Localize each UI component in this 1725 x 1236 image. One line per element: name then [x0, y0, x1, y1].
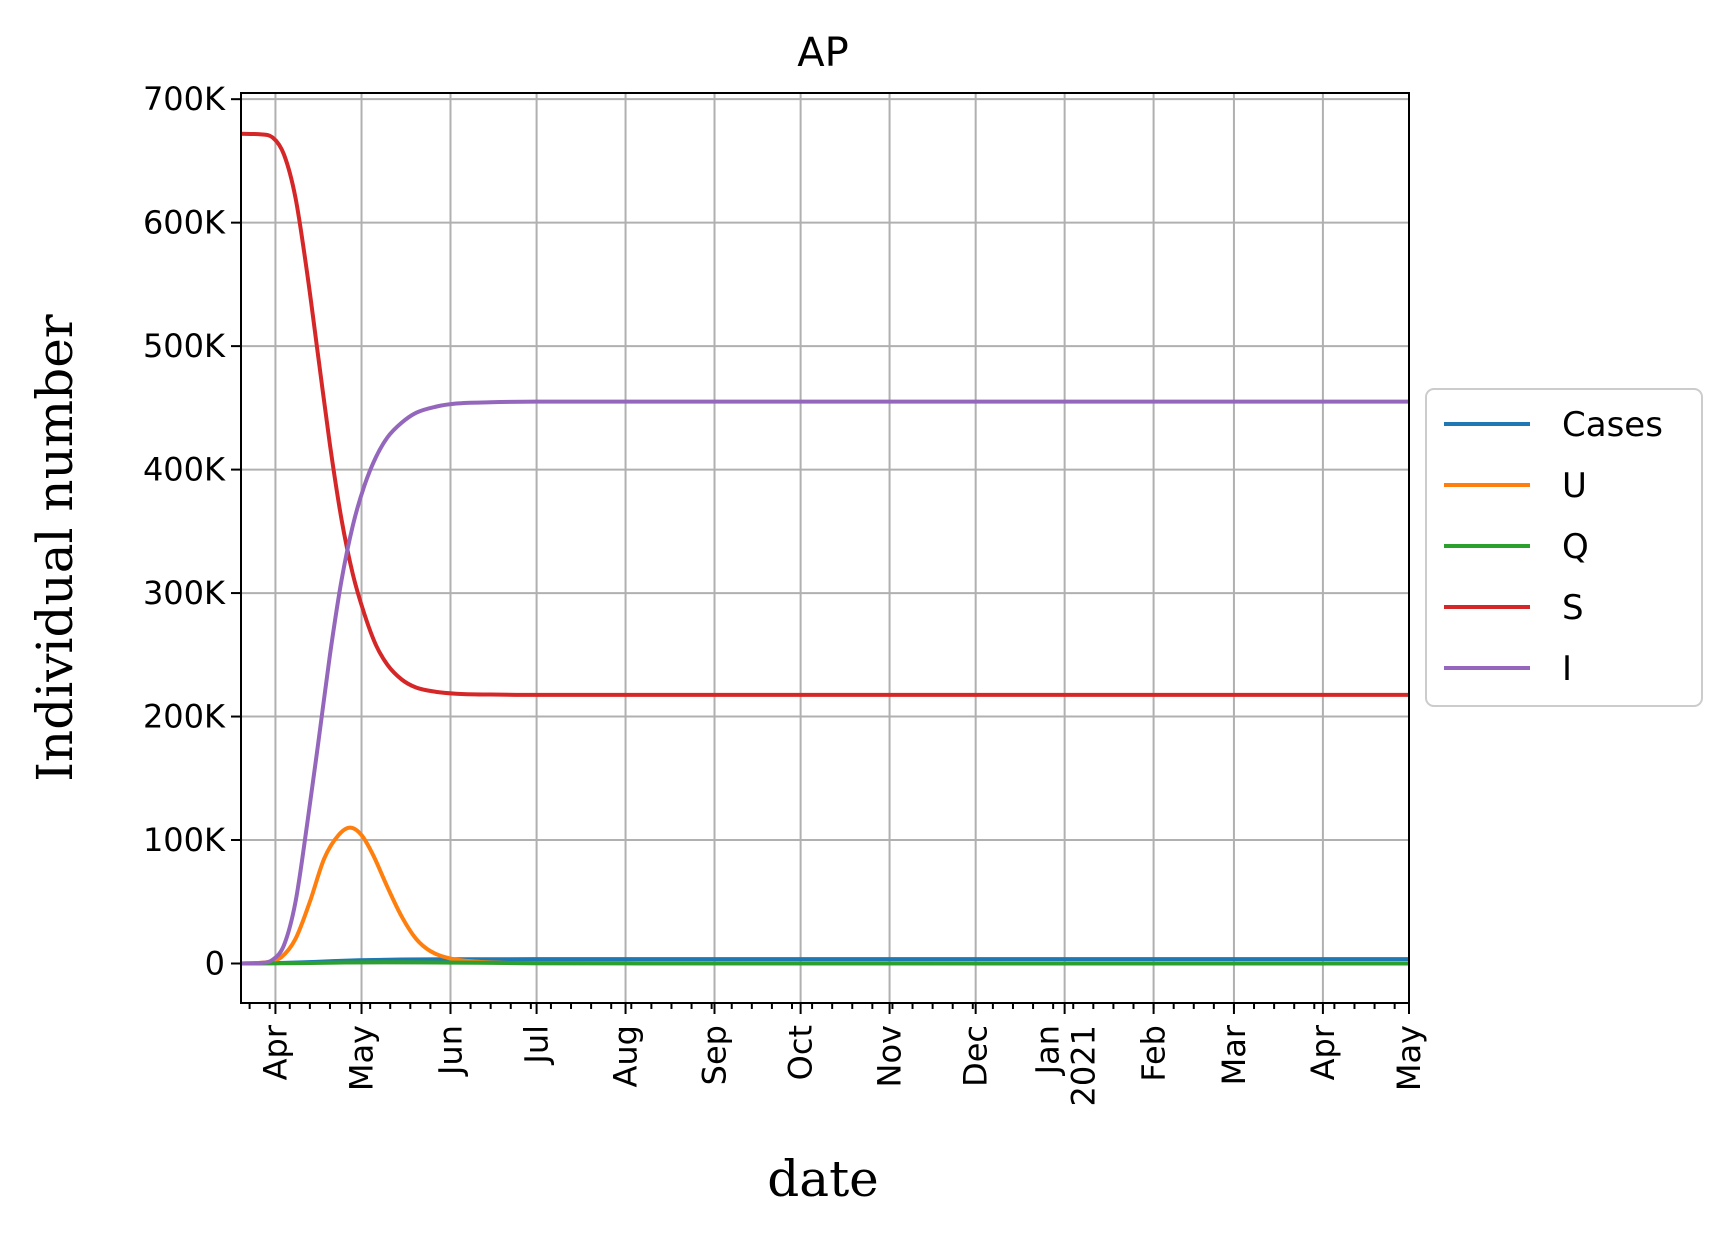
- x-tick-label: Nov: [871, 1025, 909, 1087]
- legend-label: I: [1562, 649, 1572, 689]
- x-tick-label-group: Dec: [957, 1025, 995, 1087]
- y-tick-label: 0: [205, 944, 225, 982]
- plot-frame: [240, 92, 1410, 1004]
- x-tick-label-group: May: [343, 1025, 381, 1091]
- series-line-q: [241, 960, 1409, 966]
- x-tick-label-group: Feb: [1135, 1025, 1173, 1082]
- x-tick-label-group: Apr: [256, 1024, 294, 1080]
- y-tick-label: 500K: [143, 327, 226, 365]
- x-tick-label: Jun: [431, 1025, 469, 1077]
- x-axis-label: date: [767, 1150, 879, 1208]
- y-tick-label: 400K: [143, 451, 226, 489]
- x-tick-label: Feb: [1135, 1025, 1173, 1082]
- x-tick-label-group: Apr: [1304, 1024, 1342, 1080]
- x-tick-label-year: 2021: [1065, 1025, 1103, 1106]
- x-tick-label: Mar: [1215, 1024, 1253, 1085]
- x-tick-label: May: [343, 1025, 381, 1091]
- x-tick-label: Dec: [957, 1025, 995, 1087]
- x-tick-label: Oct: [782, 1025, 820, 1080]
- grid: [241, 93, 1410, 1003]
- legend-label: U: [1562, 466, 1587, 506]
- series-layer: [241, 131, 1409, 966]
- legend-label: S: [1562, 588, 1584, 628]
- y-tick-label: 600K: [143, 204, 226, 242]
- x-tick-label-group: Jul: [518, 1025, 556, 1066]
- x-tick-label-group: Sep: [696, 1025, 734, 1085]
- x-tick-label-group: Aug: [607, 1025, 645, 1087]
- y-tick-label: 300K: [143, 574, 226, 612]
- x-tick-label-group: Mar: [1215, 1024, 1253, 1085]
- x-tick-label-group: May: [1390, 1025, 1428, 1091]
- x-tick-label-group: Nov: [871, 1025, 909, 1087]
- x-tick-label-group: Jun: [431, 1025, 469, 1077]
- y-tick-label: 200K: [143, 698, 226, 736]
- x-tick-label: Apr: [256, 1024, 294, 1080]
- legend-box: [1425, 388, 1703, 707]
- x-tick-label: Jan: [1029, 1025, 1067, 1076]
- series-line-i: [241, 399, 1409, 966]
- y-tick-label: 700K: [143, 80, 226, 118]
- x-tick-label: Aug: [607, 1025, 645, 1087]
- y-tick-label: 100K: [143, 821, 226, 859]
- y-axis-label: Individual number: [26, 314, 84, 782]
- legend-label: Q: [1562, 527, 1589, 567]
- x-tick-label: May: [1390, 1025, 1428, 1091]
- axis-ticks: 0 100K 200K 300K 400K 500K 600K 700K Apr May Jun Ju…: [143, 80, 1428, 1106]
- x-tick-label-group: Oct: [782, 1025, 820, 1080]
- chart-title: AP: [797, 30, 848, 76]
- series-line-s: [241, 131, 1409, 697]
- x-tick-label: Jul: [518, 1025, 556, 1066]
- x-tick-label: Sep: [696, 1025, 734, 1085]
- x-tick-label: Apr: [1304, 1024, 1342, 1080]
- legend-label: Cases: [1562, 405, 1663, 445]
